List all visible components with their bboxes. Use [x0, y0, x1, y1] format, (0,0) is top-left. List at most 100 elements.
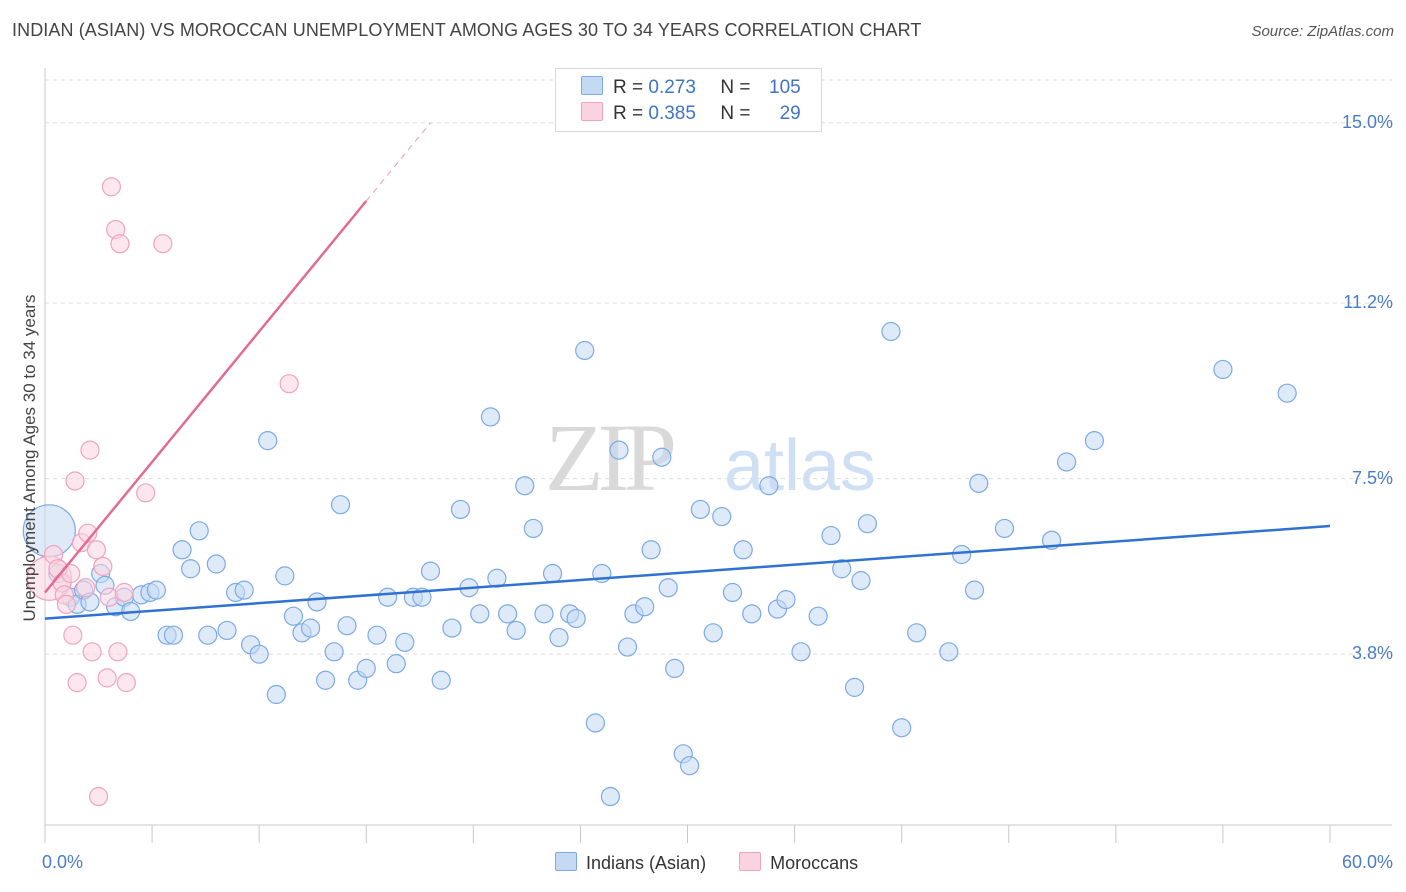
data-point — [549, 627, 569, 648]
data-point — [86, 540, 107, 560]
data-point — [110, 234, 130, 254]
data-point — [585, 713, 606, 733]
chart-title: INDIAN (ASIAN) VS MOROCCAN UNEMPLOYMENT … — [12, 20, 922, 40]
data-point — [952, 544, 972, 565]
data-point — [279, 374, 299, 394]
n-value: 29 — [779, 103, 801, 124]
data-point — [80, 440, 100, 460]
data-point — [470, 604, 490, 624]
data-point — [857, 514, 878, 534]
data-point — [189, 521, 209, 541]
data-point — [307, 592, 327, 612]
data-point — [680, 756, 700, 776]
n-label: N = — [720, 103, 756, 124]
data-point — [641, 540, 661, 560]
data-point — [892, 718, 912, 738]
data-point — [617, 637, 638, 657]
data-point — [153, 234, 173, 254]
data-point — [722, 582, 743, 603]
data-point — [1277, 383, 1297, 403]
series-indians-asian — [22, 321, 1297, 807]
data-point — [420, 561, 441, 581]
data-point — [703, 623, 723, 643]
pink-swatch-icon — [739, 852, 762, 871]
data-point — [665, 658, 685, 679]
data-point — [88, 786, 109, 807]
data-point — [994, 518, 1015, 539]
watermark-atlas: atlas — [724, 426, 876, 506]
data-point — [163, 625, 184, 645]
data-point — [206, 554, 226, 574]
y-tick-label: 3.8% — [1351, 643, 1393, 664]
legend-item-moroccans[interactable]: Moroccans — [739, 852, 858, 874]
data-point — [275, 566, 295, 586]
data-point — [116, 673, 136, 693]
stats-row-indians: R = 0.273 N = 105 — [581, 76, 801, 102]
data-point — [101, 177, 121, 197]
data-point — [791, 642, 811, 662]
r-label: R = — [613, 103, 649, 124]
data-point — [337, 616, 357, 636]
legend: Indians (Asian) Moroccans — [555, 852, 886, 874]
data-point — [939, 642, 959, 662]
data-point — [821, 525, 841, 546]
data-point — [315, 670, 336, 690]
data-point — [450, 499, 471, 520]
data-point — [658, 578, 678, 598]
data-point — [566, 608, 586, 629]
blue-swatch-icon — [581, 76, 603, 95]
data-point — [600, 786, 621, 807]
data-point — [776, 590, 796, 610]
pink-swatch-icon — [581, 102, 603, 121]
data-point — [82, 642, 102, 662]
data-point — [542, 563, 563, 584]
data-point — [964, 580, 985, 600]
data-point — [63, 625, 83, 645]
data-point — [76, 578, 96, 598]
data-point — [575, 340, 595, 361]
data-point — [172, 540, 192, 560]
trend-line-indians — [44, 524, 1331, 620]
data-point — [283, 606, 304, 626]
data-point — [146, 580, 166, 600]
r-value: 0.273 — [648, 77, 696, 98]
data-point — [851, 571, 871, 591]
data-point — [1084, 431, 1105, 451]
y-tick-label: 15.0% — [1341, 111, 1393, 132]
data-point — [300, 618, 321, 638]
data-point — [881, 321, 901, 342]
data-point — [65, 471, 85, 491]
trend-line-moroccans — [44, 200, 368, 594]
data-point — [378, 587, 398, 607]
data-point — [1213, 359, 1233, 380]
data-point — [844, 677, 865, 697]
data-point — [395, 632, 415, 652]
legend-item-indians[interactable]: Indians (Asian) — [555, 852, 706, 874]
data-point — [97, 668, 117, 688]
stats-box: R = 0.273 N = 105 R = 0.385 N = 29 — [555, 68, 822, 132]
data-point — [136, 483, 156, 503]
legend-label: Moroccans — [770, 853, 859, 873]
data-point — [609, 440, 629, 460]
series-moroccans — [26, 177, 299, 807]
data-point — [234, 580, 254, 600]
source-label: Source: ZipAtlas.com — [1251, 23, 1394, 40]
data-point — [330, 495, 351, 515]
data-point — [93, 556, 113, 576]
data-point — [67, 673, 87, 693]
data-point — [249, 644, 269, 664]
data-point — [367, 625, 387, 645]
data-point — [832, 559, 852, 579]
data-point — [534, 604, 554, 624]
trend-lines — [44, 122, 1331, 620]
data-point — [324, 642, 344, 662]
data-point — [356, 658, 376, 679]
stats-row-moroccans: R = 0.385 N = 29 — [581, 102, 801, 128]
data-point — [431, 670, 451, 690]
data-point — [266, 684, 286, 705]
data-point — [56, 594, 77, 614]
data-point — [506, 620, 526, 641]
n-label: N = — [720, 77, 756, 98]
x-tick-label-max: 60.0% — [1341, 852, 1393, 872]
data-point — [742, 604, 762, 624]
